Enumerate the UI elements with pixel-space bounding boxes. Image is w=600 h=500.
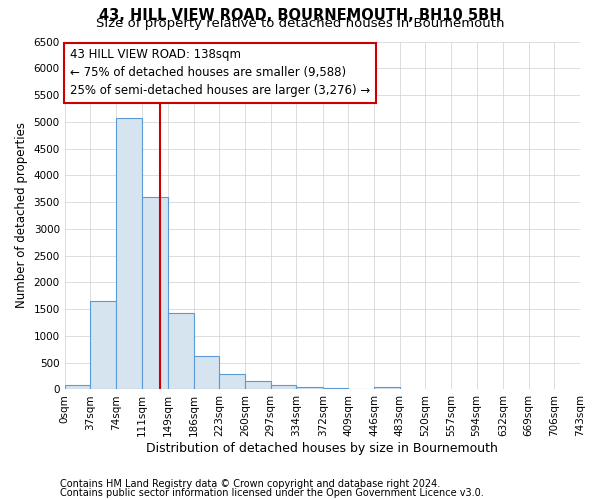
Text: 43, HILL VIEW ROAD, BOURNEMOUTH, BH10 5BH: 43, HILL VIEW ROAD, BOURNEMOUTH, BH10 5B… xyxy=(99,8,501,22)
Text: Contains HM Land Registry data © Crown copyright and database right 2024.: Contains HM Land Registry data © Crown c… xyxy=(60,479,440,489)
Bar xyxy=(91,301,116,390)
Bar xyxy=(116,118,142,390)
Bar xyxy=(271,386,296,390)
Text: Contains public sector information licensed under the Open Government Licence v3: Contains public sector information licen… xyxy=(60,488,484,498)
Bar xyxy=(220,374,245,390)
Text: 43 HILL VIEW ROAD: 138sqm
← 75% of detached houses are smaller (9,588)
25% of se: 43 HILL VIEW ROAD: 138sqm ← 75% of detac… xyxy=(70,48,370,98)
X-axis label: Distribution of detached houses by size in Bournemouth: Distribution of detached houses by size … xyxy=(146,442,498,455)
Bar xyxy=(245,382,271,390)
Bar xyxy=(374,386,400,390)
Bar xyxy=(349,389,374,390)
Bar xyxy=(296,388,323,390)
Bar xyxy=(323,388,349,390)
Y-axis label: Number of detached properties: Number of detached properties xyxy=(15,122,28,308)
Bar xyxy=(65,386,91,390)
Bar xyxy=(142,196,168,390)
Bar xyxy=(194,356,220,390)
Text: Size of property relative to detached houses in Bournemouth: Size of property relative to detached ho… xyxy=(96,18,504,30)
Bar xyxy=(168,314,194,390)
